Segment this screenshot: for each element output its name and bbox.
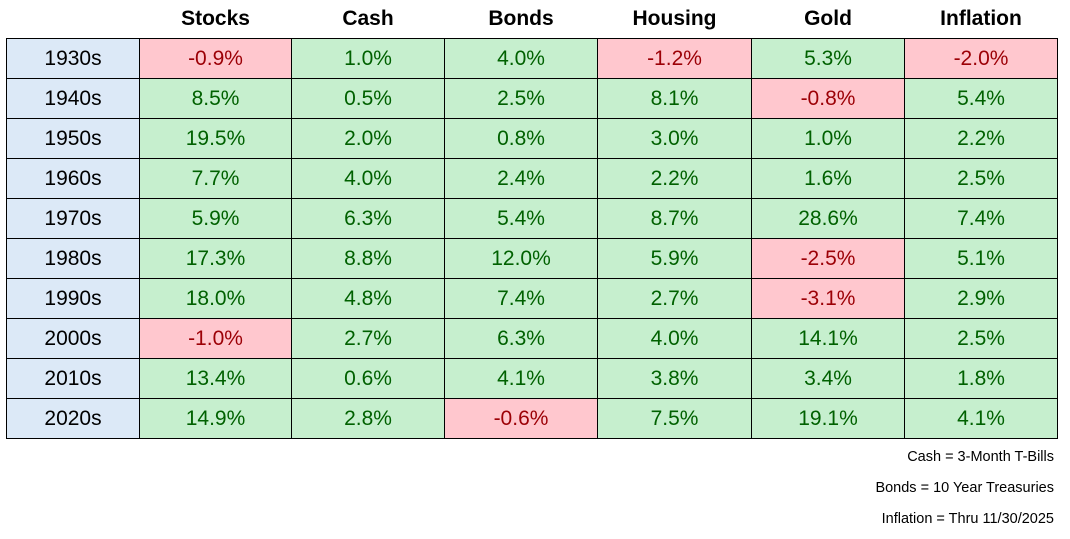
value-cell: 2.5% bbox=[904, 158, 1058, 199]
corner-cell bbox=[7, 0, 140, 39]
value-cell: -2.5% bbox=[751, 238, 905, 279]
value-cell: 2.0% bbox=[291, 118, 445, 159]
returns-table: Stocks Cash Bonds Housing Gold Inflation 1930… bbox=[6, 0, 1058, 439]
value-cell: 5.1% bbox=[904, 238, 1058, 279]
value-cell: 1.6% bbox=[751, 158, 905, 199]
value-cell: 5.3% bbox=[751, 38, 905, 79]
value-cell: 8.8% bbox=[291, 238, 445, 279]
value-cell: 0.6% bbox=[291, 358, 445, 399]
value-cell: 6.3% bbox=[444, 318, 598, 359]
value-cell: 0.8% bbox=[444, 118, 598, 159]
value-cell: 1.0% bbox=[291, 38, 445, 79]
value-cell: 7.7% bbox=[139, 158, 292, 199]
table-row: 1960s 7.7% 4.0% 2.4% 2.2% 1.6% 2.5% bbox=[6, 158, 1058, 199]
value-cell: 2.9% bbox=[904, 278, 1058, 319]
row-label: 1960s bbox=[6, 158, 140, 199]
row-label: 1940s bbox=[6, 78, 140, 119]
table-row: 2010s 13.4% 0.6% 4.1% 3.8% 3.4% 1.8% bbox=[6, 358, 1058, 399]
value-cell: 13.4% bbox=[139, 358, 292, 399]
row-label: 1950s bbox=[6, 118, 140, 159]
value-cell: 8.1% bbox=[597, 78, 752, 119]
header-row: Stocks Cash Bonds Housing Gold Inflation bbox=[7, 0, 1058, 39]
table-row: 1990s 18.0% 4.8% 7.4% 2.7% -3.1% 2.9% bbox=[6, 278, 1058, 319]
value-cell: 4.0% bbox=[597, 318, 752, 359]
value-cell: -1.0% bbox=[139, 318, 292, 359]
value-cell: 14.1% bbox=[751, 318, 905, 359]
table-row: 1940s 8.5% 0.5% 2.5% 8.1% -0.8% 5.4% bbox=[6, 78, 1058, 119]
value-cell: 1.8% bbox=[904, 358, 1058, 399]
value-cell: 2.5% bbox=[444, 78, 598, 119]
row-label: 1980s bbox=[6, 238, 140, 279]
value-cell: 2.7% bbox=[291, 318, 445, 359]
value-cell: 5.9% bbox=[139, 198, 292, 239]
value-cell: 2.4% bbox=[444, 158, 598, 199]
value-cell: 7.4% bbox=[904, 198, 1058, 239]
value-cell: 3.0% bbox=[597, 118, 752, 159]
table-row: 2020s 14.9% 2.8% -0.6% 7.5% 19.1% 4.1% bbox=[6, 398, 1058, 439]
value-cell: -1.2% bbox=[597, 38, 752, 79]
column-header: Stocks bbox=[181, 7, 250, 30]
column-header: Cash bbox=[342, 7, 394, 30]
value-cell: 4.0% bbox=[291, 158, 445, 199]
value-cell: 3.4% bbox=[751, 358, 905, 399]
table-row: 2000s -1.0% 2.7% 6.3% 4.0% 14.1% 2.5% bbox=[6, 318, 1058, 359]
value-cell: 1.0% bbox=[751, 118, 905, 159]
value-cell: -3.1% bbox=[751, 278, 905, 319]
value-cell: -0.6% bbox=[444, 398, 598, 439]
table-row: 1980s 17.3% 8.8% 12.0% 5.9% -2.5% 5.1% bbox=[6, 238, 1058, 279]
value-cell: 28.6% bbox=[751, 198, 905, 239]
value-cell: 8.5% bbox=[139, 78, 292, 119]
value-cell: 7.5% bbox=[597, 398, 752, 439]
value-cell: 6.3% bbox=[291, 198, 445, 239]
column-header: Bonds bbox=[488, 7, 554, 30]
value-cell: 18.0% bbox=[139, 278, 292, 319]
footnote: Bonds = 10 Year Treasuries bbox=[875, 480, 1054, 496]
value-cell: 12.0% bbox=[444, 238, 598, 279]
row-label: 1930s bbox=[6, 38, 140, 79]
value-cell: 17.3% bbox=[139, 238, 292, 279]
value-cell: 19.1% bbox=[751, 398, 905, 439]
table-row: 1970s 5.9% 6.3% 5.4% 8.7% 28.6% 7.4% bbox=[6, 198, 1058, 239]
value-cell: 2.7% bbox=[597, 278, 752, 319]
value-cell: 5.9% bbox=[597, 238, 752, 279]
row-label: 2000s bbox=[6, 318, 140, 359]
value-cell: 4.8% bbox=[291, 278, 445, 319]
value-cell: 7.4% bbox=[444, 278, 598, 319]
value-cell: 2.2% bbox=[597, 158, 752, 199]
value-cell: 2.5% bbox=[904, 318, 1058, 359]
footnote: Inflation = Thru 11/30/2025 bbox=[881, 511, 1054, 527]
row-label: 2020s bbox=[6, 398, 140, 439]
value-cell: 8.7% bbox=[597, 198, 752, 239]
column-header: Inflation bbox=[940, 7, 1022, 30]
footnotes: Cash = 3-Month T-Bills Bonds = 10 Year Tr… bbox=[875, 446, 1054, 539]
value-cell: 0.5% bbox=[291, 78, 445, 119]
row-label: 2010s bbox=[6, 358, 140, 399]
value-cell: 4.0% bbox=[444, 38, 598, 79]
value-cell: -0.8% bbox=[751, 78, 905, 119]
value-cell: -0.9% bbox=[139, 38, 292, 79]
row-label: 1970s bbox=[6, 198, 140, 239]
value-cell: 2.8% bbox=[291, 398, 445, 439]
table-row: 1930s -0.9% 1.0% 4.0% -1.2% 5.3% -2.0% bbox=[6, 38, 1058, 79]
table-body: 1930s -0.9% 1.0% 4.0% -1.2% 5.3% -2.0% 1940s 8.5… bbox=[6, 38, 1058, 439]
column-header: Housing bbox=[632, 7, 717, 30]
value-cell: 2.2% bbox=[904, 118, 1058, 159]
value-cell: 5.4% bbox=[444, 198, 598, 239]
value-cell: 4.1% bbox=[904, 398, 1058, 439]
value-cell: 4.1% bbox=[444, 358, 598, 399]
value-cell: 3.8% bbox=[597, 358, 752, 399]
value-cell: 19.5% bbox=[139, 118, 292, 159]
row-label: 1990s bbox=[6, 278, 140, 319]
value-cell: -2.0% bbox=[904, 38, 1058, 79]
table-row: 1950s 19.5% 2.0% 0.8% 3.0% 1.0% 2.2% bbox=[6, 118, 1058, 159]
value-cell: 5.4% bbox=[904, 78, 1058, 119]
footnote: Cash = 3-Month T-Bills bbox=[907, 449, 1054, 465]
value-cell: 14.9% bbox=[139, 398, 292, 439]
column-header: Gold bbox=[804, 7, 852, 30]
